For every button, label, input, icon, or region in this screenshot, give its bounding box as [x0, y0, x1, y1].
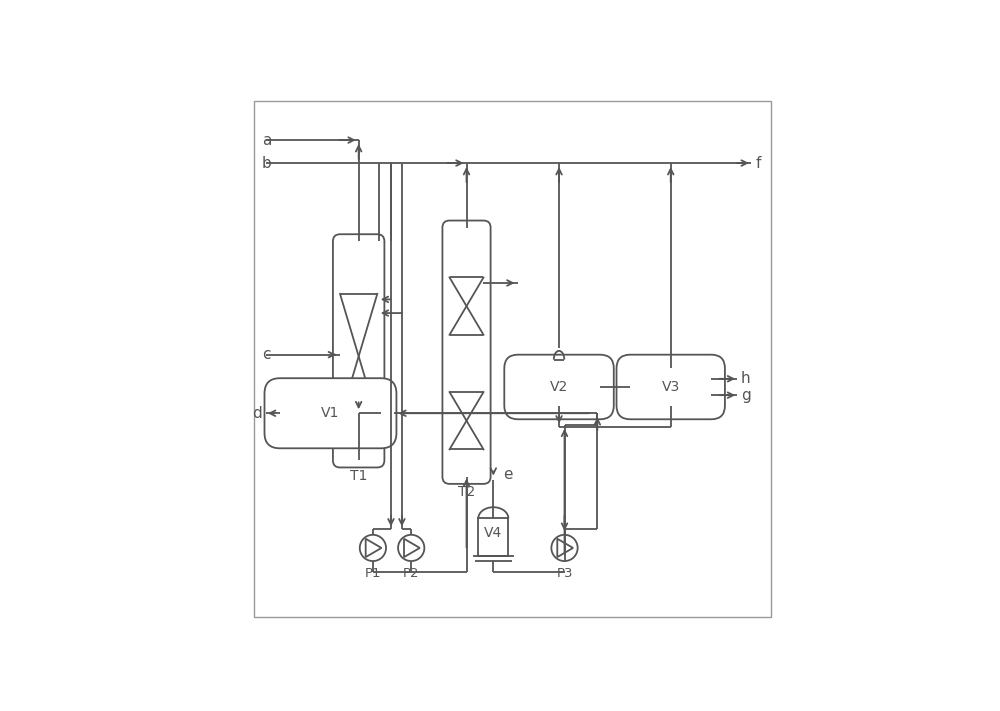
Text: d: d: [252, 406, 262, 421]
Bar: [478, 518, 508, 555]
Text: f: f: [756, 156, 761, 171]
Text: e: e: [503, 466, 513, 481]
FancyBboxPatch shape: [264, 378, 396, 449]
Text: a: a: [262, 132, 271, 148]
FancyBboxPatch shape: [442, 220, 491, 484]
Text: V2: V2: [550, 380, 568, 394]
Text: b: b: [262, 156, 272, 171]
Text: P3: P3: [556, 567, 573, 579]
FancyBboxPatch shape: [333, 234, 384, 467]
FancyBboxPatch shape: [617, 355, 725, 419]
Text: g: g: [741, 387, 751, 402]
Text: c: c: [262, 347, 270, 362]
Text: T2: T2: [458, 485, 475, 499]
Text: V1: V1: [321, 406, 340, 420]
Text: P2: P2: [403, 567, 419, 579]
Text: V4: V4: [484, 526, 502, 540]
Text: P1: P1: [365, 567, 381, 579]
Text: h: h: [741, 371, 750, 386]
Text: T1: T1: [350, 469, 367, 483]
FancyBboxPatch shape: [504, 355, 614, 419]
Text: V3: V3: [662, 380, 680, 394]
FancyBboxPatch shape: [254, 101, 771, 617]
